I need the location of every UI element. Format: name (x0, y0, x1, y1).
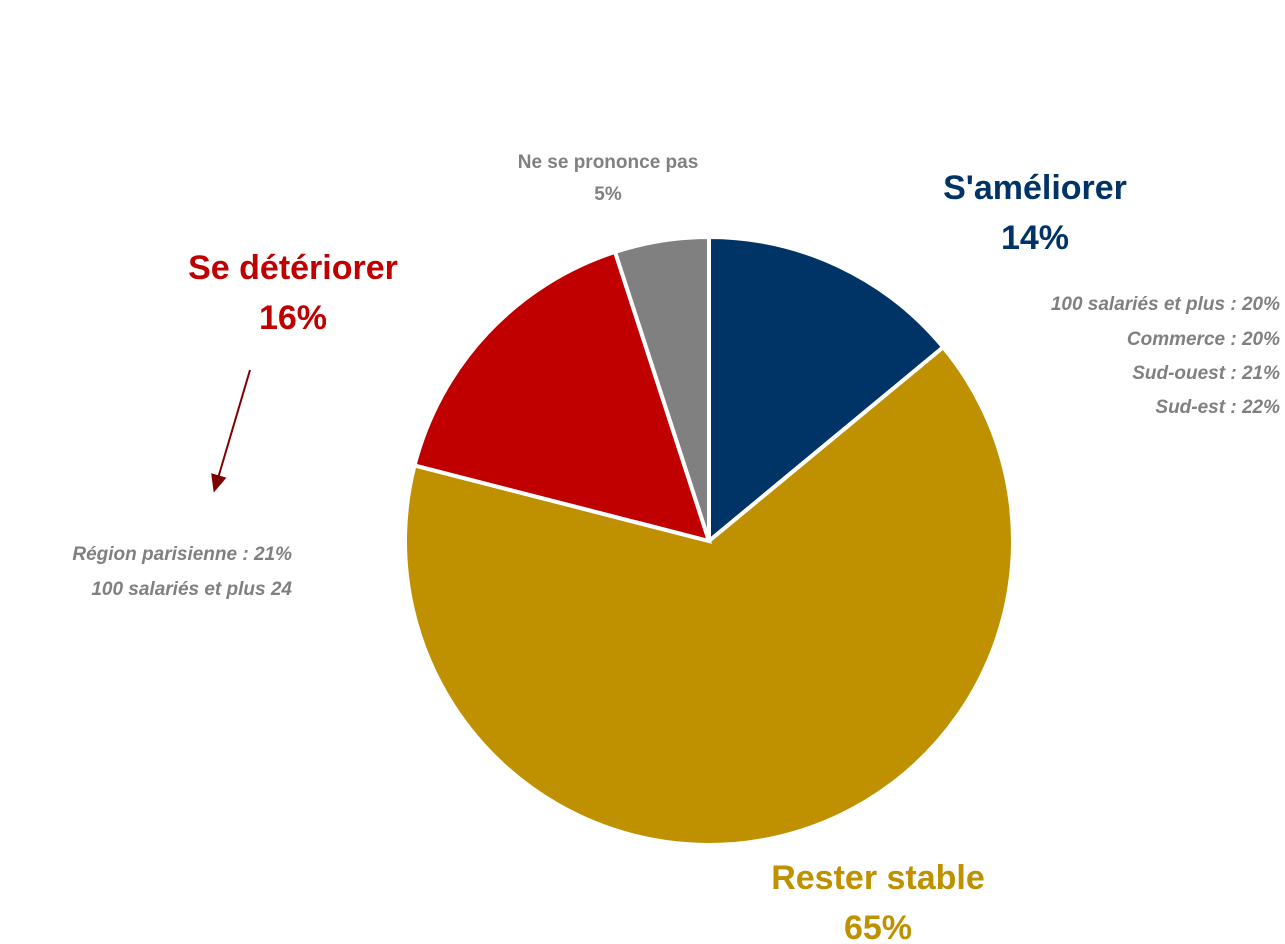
annotation: Sud-est : 22% (1155, 397, 1280, 418)
slice-label: Se détériorer (188, 249, 398, 287)
slice-label: S'améliorer (943, 169, 1127, 207)
slice-label: Ne se prononce pas (518, 152, 699, 173)
slice-label: Rester stable (771, 859, 985, 897)
value-label: 5% (594, 184, 622, 205)
annotation: Sud-ouest : 21% (1132, 363, 1280, 384)
value-label: 65% (844, 909, 912, 944)
annotation: Région parisienne : 21% (72, 544, 292, 565)
value-label: 14% (1001, 219, 1069, 257)
pie-slice (612, 234, 711, 542)
arrow (211, 369, 251, 493)
value-label: 16% (259, 299, 327, 337)
annotation: 100 salariés et plus 24 (91, 579, 292, 600)
pie-slice (403, 344, 1015, 847)
pie-slice (412, 249, 713, 544)
annotation: Commerce : 20% (1127, 329, 1280, 350)
pie-slice (707, 234, 947, 546)
annotation: 100 salariés et plus : 20% (1051, 294, 1280, 315)
